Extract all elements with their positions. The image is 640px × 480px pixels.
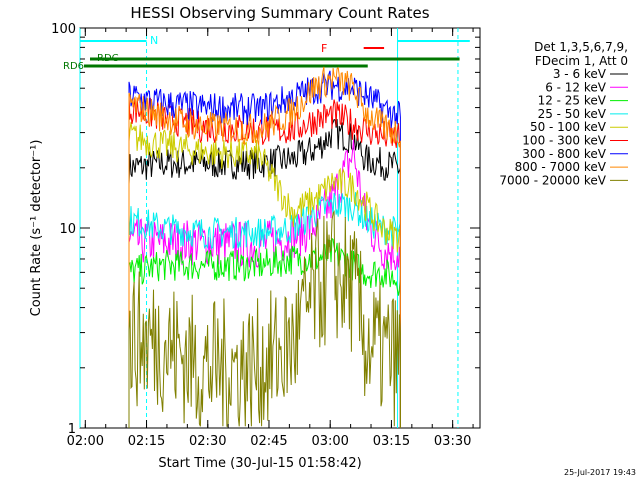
series-line-4 <box>128 121 401 428</box>
x-tick-label: 02:15 <box>128 434 165 449</box>
x-tick-label: 02:00 <box>67 434 104 449</box>
series-layer <box>128 66 401 428</box>
series-5 <box>128 94 401 428</box>
footer-timestamp: 25-Jul-2017 19:43 <box>564 468 636 477</box>
legend: Det 1,3,5,6,7,9, FDecim 1, Att 0 3 - 6 k… <box>499 40 628 187</box>
annotation-n: N <box>150 34 158 47</box>
annotation-rdc: RDC <box>97 53 119 64</box>
y-tick-label: 100 <box>51 22 76 37</box>
ticks-layer: 02:00 02:15 02:30 02:45 03:00 03:15 03:30 1 10 10… <box>51 22 480 449</box>
x-tick-label: 03:00 <box>311 434 348 449</box>
chart-title: HESSI Observing Summary Count Rates <box>130 4 429 22</box>
legend-header-line-1: Det 1,3,5,6,7,9, <box>534 40 628 54</box>
legend-entry-7: 800 - 7000 keV <box>515 160 607 174</box>
series-7 <box>128 66 401 428</box>
legend-entry-3: 25 - 50 keV <box>538 107 607 121</box>
x-tick-label: 02:30 <box>189 434 226 449</box>
series-8 <box>128 210 401 428</box>
legend-entry-0: 3 - 6 keV <box>553 67 607 81</box>
y-tick-label: 1 <box>68 422 76 437</box>
legend-entry-4: 50 - 100 keV <box>530 120 607 134</box>
series-line-7 <box>128 66 401 428</box>
legend-entry-2: 12 - 25 keV <box>538 94 607 108</box>
legend-header-line-2: FDecim 1, Att 0 <box>535 54 628 68</box>
series-6 <box>128 70 401 428</box>
legend-entry-6: 300 - 800 keV <box>522 147 606 161</box>
x-tick-label: 03:15 <box>373 434 410 449</box>
series-line-1 <box>128 139 401 428</box>
y-tick-label: 10 <box>59 222 76 237</box>
series-4 <box>128 121 401 428</box>
legend-entry-8: 7000 - 20000 keV <box>499 173 606 187</box>
annotation-f: F <box>321 42 327 55</box>
x-tick-label: 02:45 <box>250 434 287 449</box>
series-line-8 <box>128 210 401 428</box>
series-line-6 <box>128 70 401 428</box>
y-axis-label: Count Rate (s⁻¹ detector⁻¹) <box>29 140 44 317</box>
series-line-5 <box>128 94 401 428</box>
x-tick-label: 03:30 <box>434 434 471 449</box>
legend-entry-1: 6 - 12 keV <box>545 80 607 94</box>
legend-entry-5: 100 - 300 keV <box>522 134 606 148</box>
x-axis-label: Start Time (30-Jul-15 01:58:42) <box>158 456 361 471</box>
annotation-rd6: RD6 <box>63 61 84 72</box>
series-1 <box>128 139 401 428</box>
